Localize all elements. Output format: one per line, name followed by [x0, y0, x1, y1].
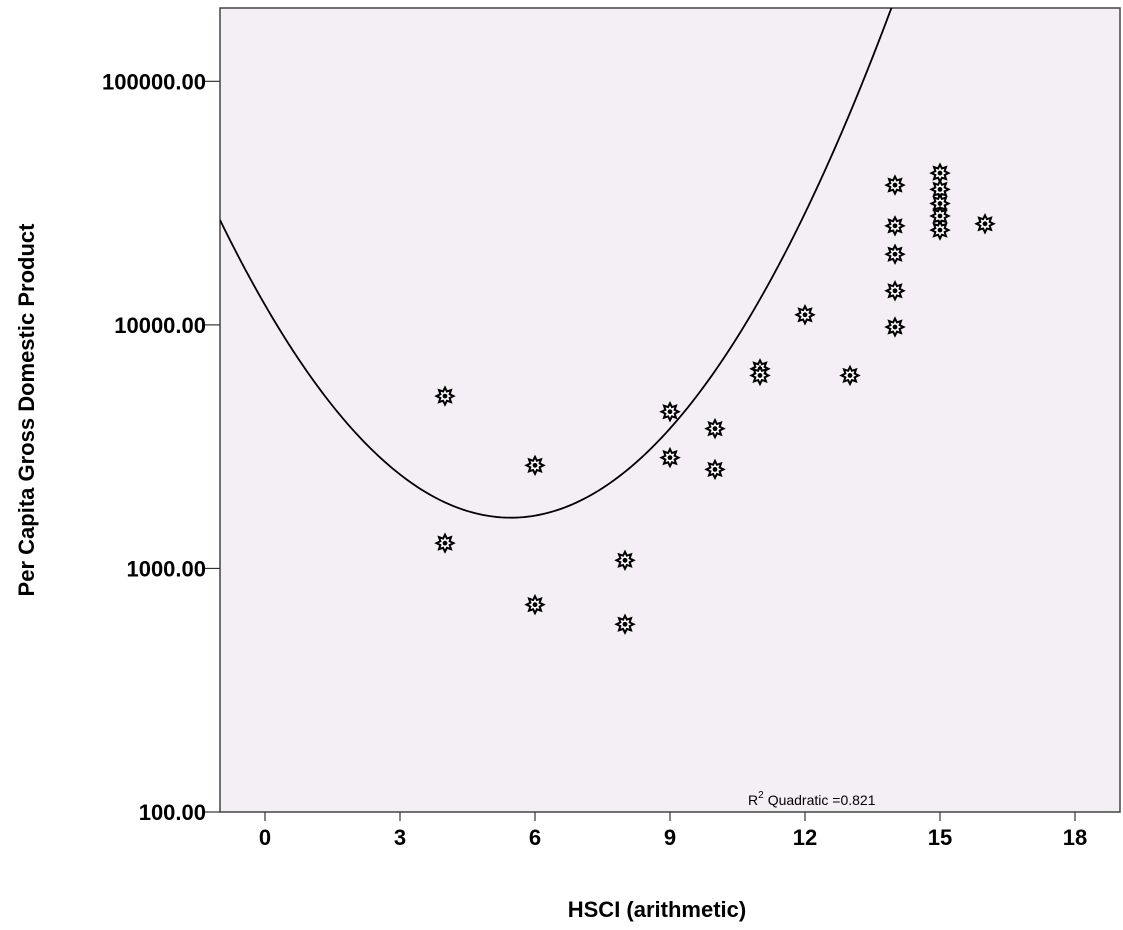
data-point-center [937, 170, 943, 176]
r-squared-value: Quadratic =0.821 [768, 792, 876, 808]
x-tick-label: 12 [793, 825, 817, 850]
data-point [524, 593, 546, 616]
data-point [974, 213, 996, 235]
y-axis: 100.00 1000.00 10000.00 100000.00 [102, 69, 220, 825]
points-layer [434, 162, 996, 636]
data-point [434, 532, 456, 554]
data-point [659, 446, 681, 469]
data-point-center [982, 221, 988, 227]
r-squared-prefix: R [748, 792, 758, 808]
quadratic-fit-line [220, 8, 893, 519]
data-point-center [892, 288, 898, 294]
data-point-center [532, 462, 538, 468]
data-point-center [802, 312, 808, 318]
data-point-center [937, 227, 943, 233]
data-point-center [667, 455, 673, 461]
x-axis: 0 3 6 9 12 15 18 [259, 812, 1087, 850]
y-tick-label: 100.00 [139, 800, 206, 825]
data-point [614, 613, 636, 636]
data-point-center [937, 213, 943, 219]
data-point [884, 316, 906, 338]
data-point-center [622, 621, 628, 627]
fit-curve-group [220, 8, 893, 519]
data-point-center [712, 467, 718, 472]
data-point-center [847, 373, 853, 378]
x-tick-label: 3 [394, 825, 406, 850]
r-squared-sup: 2 [758, 790, 764, 801]
data-point [884, 243, 906, 266]
y-axis-title: Per Capita Gross Domestic Product [14, 223, 39, 597]
data-point [659, 400, 681, 423]
data-point-center [622, 557, 628, 563]
data-point [884, 215, 906, 237]
x-tick-label: 18 [1063, 825, 1087, 850]
data-point [704, 417, 726, 440]
data-point-center [937, 186, 943, 192]
data-point-center [757, 373, 763, 378]
x-axis-title: HSCI (arithmetic) [568, 897, 746, 922]
y-tick-label: 1000.00 [126, 556, 206, 581]
data-point [614, 549, 636, 572]
data-point [929, 205, 951, 227]
data-point [839, 364, 861, 387]
data-point [704, 458, 726, 481]
x-tick-label: 0 [259, 825, 271, 850]
y-tick-label: 100000.00 [102, 69, 206, 94]
data-point [794, 304, 816, 326]
data-point [929, 219, 951, 241]
r-squared-annotation: R2 Quadratic =0.821 [748, 790, 876, 808]
data-point-center [442, 393, 448, 399]
data-point-center [532, 602, 538, 608]
y-tick-label: 10000.00 [114, 313, 206, 338]
data-point-center [667, 409, 673, 415]
data-point [434, 385, 456, 407]
data-point-center [892, 324, 898, 330]
data-point-center [892, 223, 898, 229]
x-tick-label: 9 [664, 825, 676, 850]
data-point-center [892, 251, 898, 257]
data-point-center [442, 540, 448, 546]
data-point [749, 364, 771, 387]
data-point [884, 174, 906, 196]
x-tick-label: 6 [529, 825, 541, 850]
data-point-center [712, 426, 718, 432]
data-point-center [892, 182, 898, 188]
data-point [929, 178, 951, 201]
data-point [884, 280, 906, 302]
data-point [524, 454, 546, 477]
data-point-center [937, 201, 943, 206]
x-tick-label: 15 [928, 825, 952, 850]
